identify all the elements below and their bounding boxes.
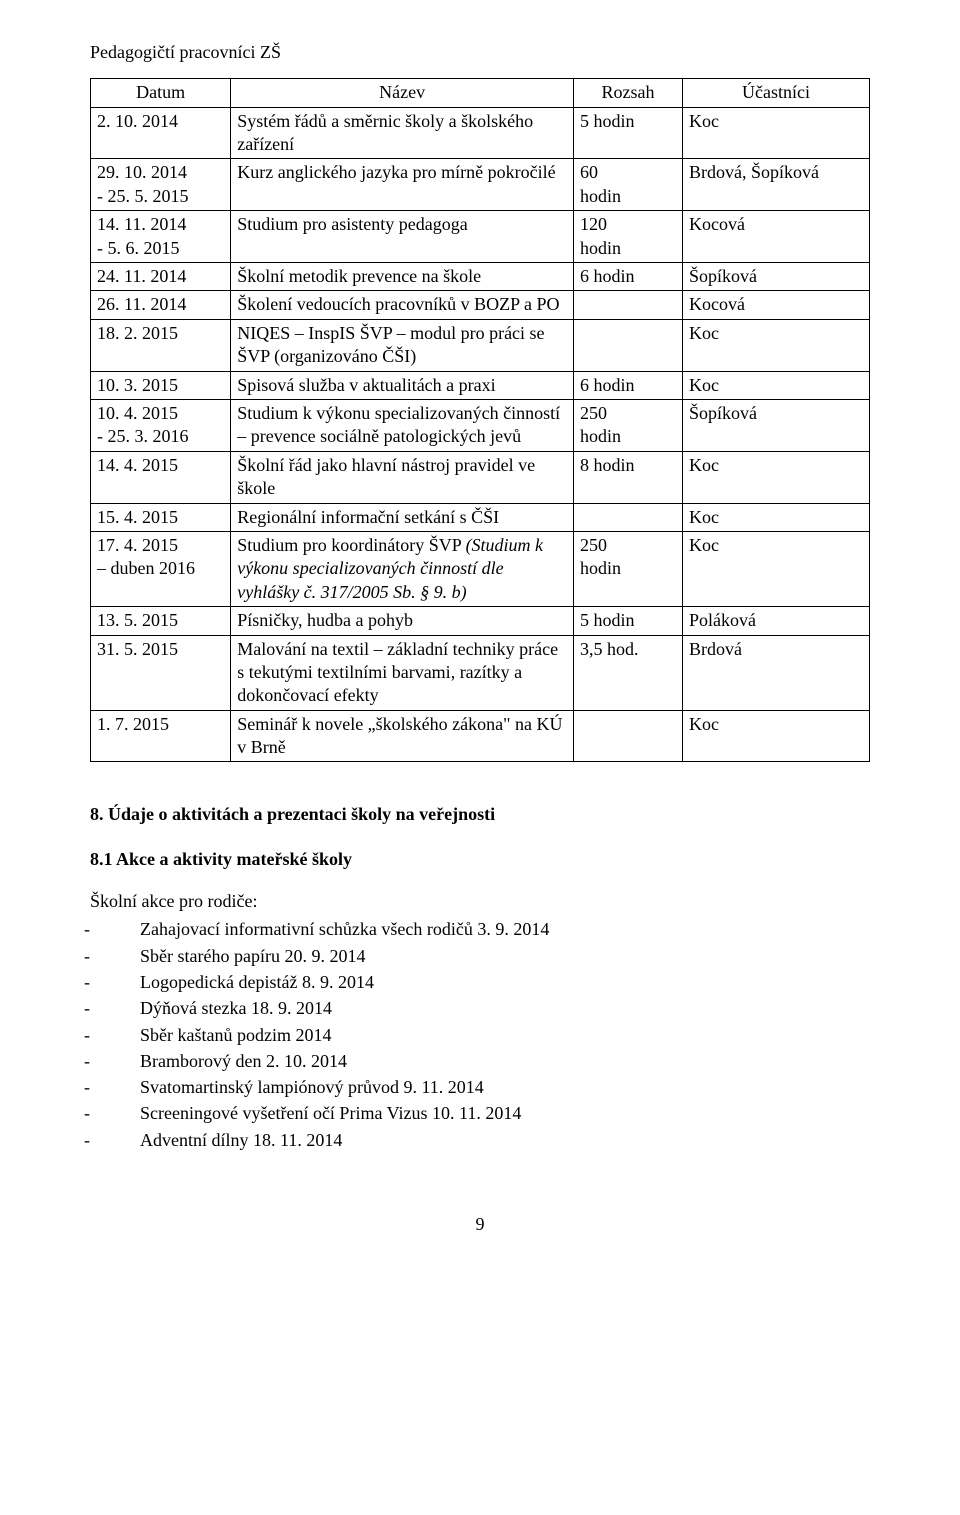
cell-name: Studium pro asistenty pedagoga [231, 211, 574, 263]
cell-name: Školní řád jako hlavní nástroj pravidel … [231, 451, 574, 503]
col-header-name: Název [231, 79, 574, 107]
cell-participants: Koc [683, 503, 870, 531]
cell-date: 13. 5. 2015 [91, 607, 231, 635]
cell-participants: Koc [683, 107, 870, 159]
list-item: Logopedická depistáž 8. 9. 2014 [140, 970, 870, 994]
table-row: 17. 4. 2015 – duben 2016Studium pro koor… [91, 531, 870, 606]
cell-name: Systém řádů a směrnic školy a školského … [231, 107, 574, 159]
cell-participants: Šopíková [683, 399, 870, 451]
cell-extent: 8 hodin [573, 451, 682, 503]
cell-name: Studium k výkonu specializovaných činnos… [231, 399, 574, 451]
cell-extent: 120 hodin [573, 211, 682, 263]
list-item: Adventní dílny 18. 11. 2014 [140, 1128, 870, 1152]
table-row: 2. 10. 2014Systém řádů a směrnic školy a… [91, 107, 870, 159]
cell-extent: 5 hodin [573, 107, 682, 159]
cell-extent: 60 hodin [573, 159, 682, 211]
cell-date: 26. 11. 2014 [91, 291, 231, 319]
list-item: Screeningové vyšetření očí Prima Vizus 1… [140, 1101, 870, 1125]
cell-participants: Koc [683, 371, 870, 399]
table-header-row: Datum Název Rozsah Účastníci [91, 79, 870, 107]
table-row: 18. 2. 2015NIQES – InspIS ŠVP – modul pr… [91, 319, 870, 371]
cell-participants: Kocová [683, 211, 870, 263]
cell-date: 24. 11. 2014 [91, 263, 231, 291]
cell-participants: Šopíková [683, 263, 870, 291]
table-row: 24. 11. 2014Školní metodik prevence na š… [91, 263, 870, 291]
cell-name: Seminář k novele „školského zákona" na K… [231, 710, 574, 762]
cell-name: Písničky, hudba a pohyb [231, 607, 574, 635]
cell-extent: 250 hodin [573, 531, 682, 606]
cell-participants: Brdová, Šopíková [683, 159, 870, 211]
page-number: 9 [90, 1212, 870, 1236]
event-list: Zahajovací informativní schůzka všech ro… [90, 917, 870, 1152]
list-item: Dýňová stezka 18. 9. 2014 [140, 996, 870, 1020]
cell-name: Spisová služba v aktualitách a praxi [231, 371, 574, 399]
table-row: 14. 4. 2015Školní řád jako hlavní nástro… [91, 451, 870, 503]
cell-name: Školení vedoucích pracovníků v BOZP a PO [231, 291, 574, 319]
section-heading: 8. Údaje o aktivitách a prezentaci školy… [90, 802, 870, 826]
table-row: 26. 11. 2014Školení vedoucích pracovníků… [91, 291, 870, 319]
cell-date: 29. 10. 2014 - 25. 5. 2015 [91, 159, 231, 211]
cell-date: 17. 4. 2015 – duben 2016 [91, 531, 231, 606]
cell-extent: 5 hodin [573, 607, 682, 635]
cell-name: Malování na textil – základní techniky p… [231, 635, 574, 710]
cell-date: 2. 10. 2014 [91, 107, 231, 159]
training-table: Datum Název Rozsah Účastníci 2. 10. 2014… [90, 78, 870, 762]
cell-name: NIQES – InspIS ŠVP – modul pro práci se … [231, 319, 574, 371]
cell-participants: Brdová [683, 635, 870, 710]
cell-participants: Koc [683, 531, 870, 606]
sub-heading: 8.1 Akce a aktivity mateřské školy [90, 847, 870, 871]
table-row: 1. 7. 2015Seminář k novele „školského zá… [91, 710, 870, 762]
cell-participants: Koc [683, 319, 870, 371]
cell-name: Kurz anglického jazyka pro mírně pokroči… [231, 159, 574, 211]
cell-name: Studium pro koordinátory ŠVP (Studium k … [231, 531, 574, 606]
col-header-date: Datum [91, 79, 231, 107]
list-item: Bramborový den 2. 10. 2014 [140, 1049, 870, 1073]
cell-extent [573, 319, 682, 371]
cell-extent [573, 291, 682, 319]
cell-extent [573, 503, 682, 531]
cell-extent: 6 hodin [573, 263, 682, 291]
list-item: Sběr starého papíru 20. 9. 2014 [140, 944, 870, 968]
table-row: 10. 3. 2015Spisová služba v aktualitách … [91, 371, 870, 399]
cell-name: Školní metodik prevence na škole [231, 263, 574, 291]
cell-participants: Poláková [683, 607, 870, 635]
table-row: 15. 4. 2015Regionální informační setkání… [91, 503, 870, 531]
table-row: 13. 5. 2015Písničky, hudba a pohyb5 hodi… [91, 607, 870, 635]
cell-participants: Koc [683, 451, 870, 503]
cell-extent: 3,5 hod. [573, 635, 682, 710]
cell-date: 10. 3. 2015 [91, 371, 231, 399]
cell-date: 14. 11. 2014 - 5. 6. 2015 [91, 211, 231, 263]
table-row: 29. 10. 2014 - 25. 5. 2015Kurz anglickéh… [91, 159, 870, 211]
cell-date: 18. 2. 2015 [91, 319, 231, 371]
table-row: 14. 11. 2014 - 5. 6. 2015Studium pro asi… [91, 211, 870, 263]
col-header-extent: Rozsah [573, 79, 682, 107]
cell-date: 1. 7. 2015 [91, 710, 231, 762]
cell-date: 10. 4. 2015 - 25. 3. 2016 [91, 399, 231, 451]
list-item: Zahajovací informativní schůzka všech ro… [140, 917, 870, 941]
cell-date: 31. 5. 2015 [91, 635, 231, 710]
cell-date: 15. 4. 2015 [91, 503, 231, 531]
list-item: Svatomartinský lampiónový průvod 9. 11. … [140, 1075, 870, 1099]
col-header-participants: Účastníci [683, 79, 870, 107]
cell-extent: 250 hodin [573, 399, 682, 451]
page-title: Pedagogičtí pracovníci ZŠ [90, 40, 870, 64]
cell-participants: Koc [683, 710, 870, 762]
cell-date: 14. 4. 2015 [91, 451, 231, 503]
list-intro: Školní akce pro rodiče: [90, 889, 870, 913]
table-row: 31. 5. 2015Malování na textil – základní… [91, 635, 870, 710]
cell-extent: 6 hodin [573, 371, 682, 399]
list-item: Sběr kaštanů podzim 2014 [140, 1023, 870, 1047]
cell-name: Regionální informační setkání s ČŠI [231, 503, 574, 531]
cell-participants: Kocová [683, 291, 870, 319]
cell-extent [573, 710, 682, 762]
table-row: 10. 4. 2015 - 25. 3. 2016Studium k výkon… [91, 399, 870, 451]
